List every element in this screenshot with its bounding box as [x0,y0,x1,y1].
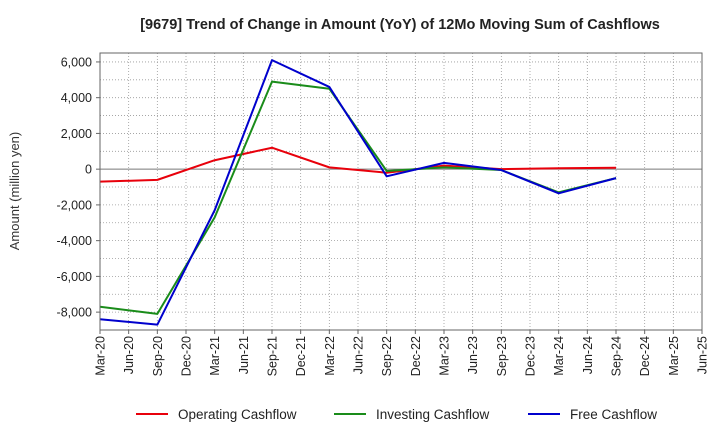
x-tick-label: Dec-24 [638,336,652,376]
x-tick-label: Jun-21 [237,336,251,374]
series-line-operating-cashflow [99,146,617,183]
x-tick-label: Dec-22 [409,336,423,376]
x-tick-label: Jun-24 [581,336,595,374]
x-tick-label: Mar-22 [323,336,337,376]
y-tick-label: -6,000 [57,270,92,284]
legend: Operating Cashflow Investing Cashflow Free… [136,407,657,422]
x-tick-label: Jun-22 [352,336,366,374]
y-tick-label: -2,000 [57,198,92,212]
legend-item-investing-cashflow: Investing Cashflow [334,407,490,422]
x-tick-label: Dec-21 [294,336,308,376]
x-tick-label: Mar-24 [552,336,566,376]
x-tick-label: Sep-22 [380,336,394,376]
plot-area [100,53,702,330]
x-tick-label: Mar-23 [438,336,452,376]
legend-item-operating-cashflow: Operating Cashflow [136,407,297,422]
x-tick-label: Jun-20 [122,336,136,374]
y-tick-label: 4,000 [61,91,92,105]
x-tick-label: Mar-25 [667,336,681,376]
x-tick-label: Mar-21 [208,336,222,376]
y-axis-ticks: 6,000 4,000 2,000 0 -2,000 -4,000 -6,000 -8,000 [57,55,100,320]
y-tick-label: 6,000 [61,55,92,69]
legend-label: Free Cashflow [570,407,657,422]
x-tick-label: Dec-23 [524,336,538,376]
x-axis-ticks: Mar-20 Jun-20 Sep-20 Dec-20 Mar-21 Jun-21 Sep-… [94,330,710,376]
x-tick-label: Jun-23 [466,336,480,374]
legend-label: Operating Cashflow [178,407,297,422]
x-tick-label: Mar-20 [94,336,108,376]
legend-item-free-cashflow: Free Cashflow [528,407,657,422]
legend-label: Investing Cashflow [376,407,490,422]
y-tick-label: 2,000 [61,127,92,141]
plot-border [99,52,703,331]
y-tick-label: 0 [85,163,92,177]
y-tick-label: -8,000 [57,306,92,320]
x-tick-label: Sep-24 [610,336,624,376]
x-tick-label: Sep-21 [266,336,280,376]
series-line-free-cashflow [99,59,617,326]
x-tick-label: Sep-23 [495,336,509,376]
y-tick-label: -4,000 [57,234,92,248]
x-tick-label: Jun-25 [696,336,710,374]
x-tick-label: Sep-20 [151,336,165,376]
y-axis-label: Amount (million yen) [7,132,22,251]
x-tick-label: Dec-20 [180,336,194,376]
chart-title: [9679] Trend of Change in Amount (YoY) o… [140,17,660,33]
series-lines [99,59,617,326]
